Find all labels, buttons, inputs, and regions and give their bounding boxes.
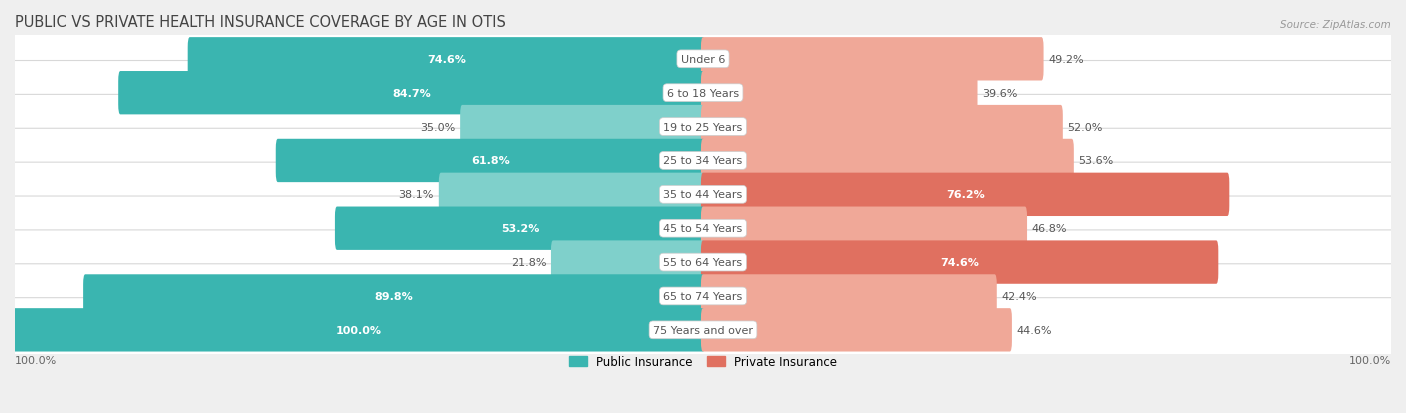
FancyBboxPatch shape [11, 298, 1395, 362]
Text: 65 to 74 Years: 65 to 74 Years [664, 291, 742, 301]
FancyBboxPatch shape [460, 106, 704, 149]
Text: 6 to 18 Years: 6 to 18 Years [666, 88, 740, 98]
FancyBboxPatch shape [11, 163, 1395, 227]
FancyBboxPatch shape [702, 173, 1229, 216]
FancyBboxPatch shape [11, 197, 1395, 261]
Text: 52.0%: 52.0% [1067, 122, 1104, 132]
FancyBboxPatch shape [702, 207, 1026, 250]
Text: 25 to 34 Years: 25 to 34 Years [664, 156, 742, 166]
Text: Under 6: Under 6 [681, 55, 725, 65]
Text: 100.0%: 100.0% [1348, 356, 1391, 366]
FancyBboxPatch shape [702, 106, 1063, 149]
FancyBboxPatch shape [11, 62, 1395, 126]
Text: 46.8%: 46.8% [1032, 224, 1067, 234]
FancyBboxPatch shape [702, 140, 1074, 183]
FancyBboxPatch shape [702, 309, 1012, 352]
Text: PUBLIC VS PRIVATE HEALTH INSURANCE COVERAGE BY AGE IN OTIS: PUBLIC VS PRIVATE HEALTH INSURANCE COVER… [15, 15, 506, 30]
FancyBboxPatch shape [187, 38, 704, 81]
Text: 49.2%: 49.2% [1049, 55, 1084, 65]
Text: 39.6%: 39.6% [983, 88, 1018, 98]
Text: 21.8%: 21.8% [510, 257, 546, 268]
Text: 53.6%: 53.6% [1078, 156, 1114, 166]
Text: 74.6%: 74.6% [427, 55, 465, 65]
Text: 89.8%: 89.8% [375, 291, 413, 301]
FancyBboxPatch shape [11, 129, 1395, 193]
FancyBboxPatch shape [118, 72, 704, 115]
Text: Source: ZipAtlas.com: Source: ZipAtlas.com [1281, 20, 1391, 30]
Text: 100.0%: 100.0% [336, 325, 382, 335]
Text: 75 Years and over: 75 Years and over [652, 325, 754, 335]
FancyBboxPatch shape [702, 38, 1043, 81]
FancyBboxPatch shape [702, 72, 977, 115]
Text: 76.2%: 76.2% [946, 190, 984, 200]
Text: 45 to 54 Years: 45 to 54 Years [664, 224, 742, 234]
FancyBboxPatch shape [335, 207, 704, 250]
Text: 84.7%: 84.7% [392, 88, 432, 98]
Text: 38.1%: 38.1% [399, 190, 434, 200]
Legend: Public Insurance, Private Insurance: Public Insurance, Private Insurance [564, 351, 842, 373]
FancyBboxPatch shape [702, 241, 1219, 284]
FancyBboxPatch shape [439, 173, 704, 216]
FancyBboxPatch shape [83, 275, 704, 318]
FancyBboxPatch shape [11, 264, 1395, 328]
Text: 61.8%: 61.8% [471, 156, 510, 166]
FancyBboxPatch shape [11, 230, 1395, 294]
FancyBboxPatch shape [11, 95, 1395, 159]
Text: 19 to 25 Years: 19 to 25 Years [664, 122, 742, 132]
Text: 44.6%: 44.6% [1017, 325, 1052, 335]
Text: 42.4%: 42.4% [1001, 291, 1038, 301]
FancyBboxPatch shape [13, 309, 704, 352]
Text: 100.0%: 100.0% [15, 356, 58, 366]
FancyBboxPatch shape [11, 28, 1395, 92]
Text: 53.2%: 53.2% [501, 224, 538, 234]
FancyBboxPatch shape [276, 140, 704, 183]
Text: 55 to 64 Years: 55 to 64 Years [664, 257, 742, 268]
Text: 74.6%: 74.6% [941, 257, 979, 268]
Text: 35.0%: 35.0% [420, 122, 456, 132]
Text: 35 to 44 Years: 35 to 44 Years [664, 190, 742, 200]
FancyBboxPatch shape [551, 241, 704, 284]
FancyBboxPatch shape [702, 275, 997, 318]
